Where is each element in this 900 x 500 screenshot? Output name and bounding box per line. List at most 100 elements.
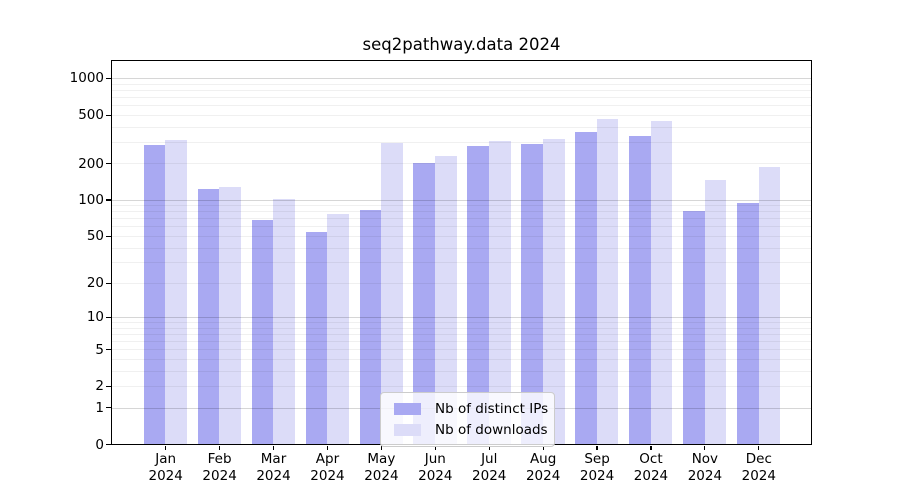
bar-downloads [165, 139, 188, 445]
y-tick-label: 20 [86, 275, 104, 292]
x-tick-label: May 2024 [364, 451, 399, 484]
x-tick-label: Sep 2024 [579, 451, 615, 484]
minor-gridline [111, 262, 811, 264]
x-tick-label: Apr 2024 [310, 451, 345, 484]
grid-layer [111, 61, 811, 444]
minor-gridline [111, 235, 811, 237]
minor-gridline [111, 386, 811, 388]
x-tick-label: Mar 2024 [256, 451, 291, 484]
x-tick-label: Jan 2024 [148, 451, 183, 484]
minor-gridline [111, 141, 811, 143]
x-tick-mark [596, 445, 598, 450]
y-tick-label: 500 [78, 107, 104, 124]
x-tick-mark [272, 445, 275, 450]
legend: Nb of distinct IPs Nb of downloads [380, 392, 555, 447]
minor-gridline [111, 218, 811, 220]
y-tick-label: 5 [95, 341, 104, 358]
legend-swatch-distinct-ips [394, 402, 421, 415]
minor-gridline [111, 97, 811, 99]
x-tick-label: Feb 2024 [202, 451, 237, 484]
legend-item-downloads: Nb of downloads [389, 419, 548, 440]
minor-gridline [111, 349, 811, 351]
bars-layer [112, 61, 811, 445]
y-tick-mark [105, 385, 111, 387]
y-tick-mark [105, 348, 111, 351]
minor-gridline [111, 370, 811, 372]
legend-label-distinct-ips: Nb of distinct IPs [435, 400, 549, 417]
bar-downloads [273, 198, 295, 445]
x-tick-mark [542, 445, 544, 450]
y-tick-mark [105, 162, 111, 165]
major-gridline [111, 78, 811, 80]
y-tick-label: 2 [95, 378, 104, 395]
x-tick-label: Dec 2024 [741, 451, 776, 484]
minor-gridline [111, 226, 811, 228]
bar-distinct-ips [467, 146, 489, 445]
bar-downloads [489, 140, 511, 445]
bar-distinct-ips [305, 231, 328, 445]
bar-distinct-ips [521, 144, 543, 445]
y-tick-mark [105, 199, 111, 201]
bar-distinct-ips [251, 219, 274, 445]
bar-distinct-ips [143, 144, 166, 445]
y-tick-mark [105, 407, 111, 409]
bar-downloads [704, 179, 727, 445]
minor-gridline [111, 83, 811, 85]
x-tick-label: Oct 2024 [633, 451, 669, 484]
bar-downloads [542, 138, 565, 445]
y-tick-label: 0 [95, 436, 104, 453]
bar-downloads [327, 214, 349, 445]
y-tick-mark [105, 114, 111, 116]
plot-area [110, 60, 812, 446]
minor-gridline [111, 205, 811, 207]
y-tick-label: 1000 [69, 70, 104, 87]
minor-gridline [111, 90, 811, 92]
y-tick-mark [105, 235, 111, 237]
bar-distinct-ips [413, 163, 436, 445]
x-tick-mark [758, 445, 760, 450]
minor-gridline [111, 105, 811, 107]
y-tick-label: 200 [78, 155, 104, 172]
x-tick-mark [650, 445, 652, 450]
y-tick-mark [105, 77, 111, 80]
y-tick-mark [105, 443, 111, 446]
x-tick-label: Jun 2024 [418, 451, 453, 484]
bar-distinct-ips [359, 209, 382, 445]
bar-distinct-ips [197, 189, 220, 445]
bar-distinct-ips [737, 203, 759, 445]
y-tick-label: 100 [78, 191, 104, 208]
x-tick-label: Jul 2024 [472, 451, 507, 484]
minor-gridline [111, 211, 811, 213]
minor-gridline [111, 359, 811, 361]
x-tick-mark [326, 445, 329, 450]
minor-gridline [111, 126, 811, 128]
minor-gridline [111, 114, 811, 116]
x-tick-mark [219, 445, 221, 450]
x-tick-mark [165, 445, 167, 450]
minor-gridline [111, 282, 811, 284]
x-tick-label: Nov 2024 [687, 451, 723, 484]
minor-gridline [111, 247, 811, 249]
x-tick-mark [704, 445, 706, 450]
minor-gridline [111, 341, 811, 343]
bar-downloads [596, 119, 619, 445]
minor-gridline [111, 322, 811, 324]
bar-distinct-ips [683, 210, 705, 445]
chart-title: seq2pathway.data 2024 [362, 35, 561, 54]
bar-distinct-ips [575, 131, 597, 445]
x-tick-label: Aug 2024 [525, 451, 561, 484]
major-gridline [111, 317, 811, 319]
legend-label-downloads: Nb of downloads [435, 421, 548, 438]
x-tick-mark [380, 445, 382, 450]
x-tick-mark [434, 445, 436, 450]
bar-distinct-ips [629, 136, 651, 445]
major-gridline [111, 199, 811, 201]
bar-downloads [650, 121, 673, 445]
bar-downloads [758, 167, 781, 445]
y-tick-label: 1 [95, 399, 104, 416]
bar-downloads [381, 143, 403, 445]
minor-gridline [111, 334, 811, 336]
y-tick-mark [105, 316, 111, 319]
bar-downloads [219, 186, 241, 445]
